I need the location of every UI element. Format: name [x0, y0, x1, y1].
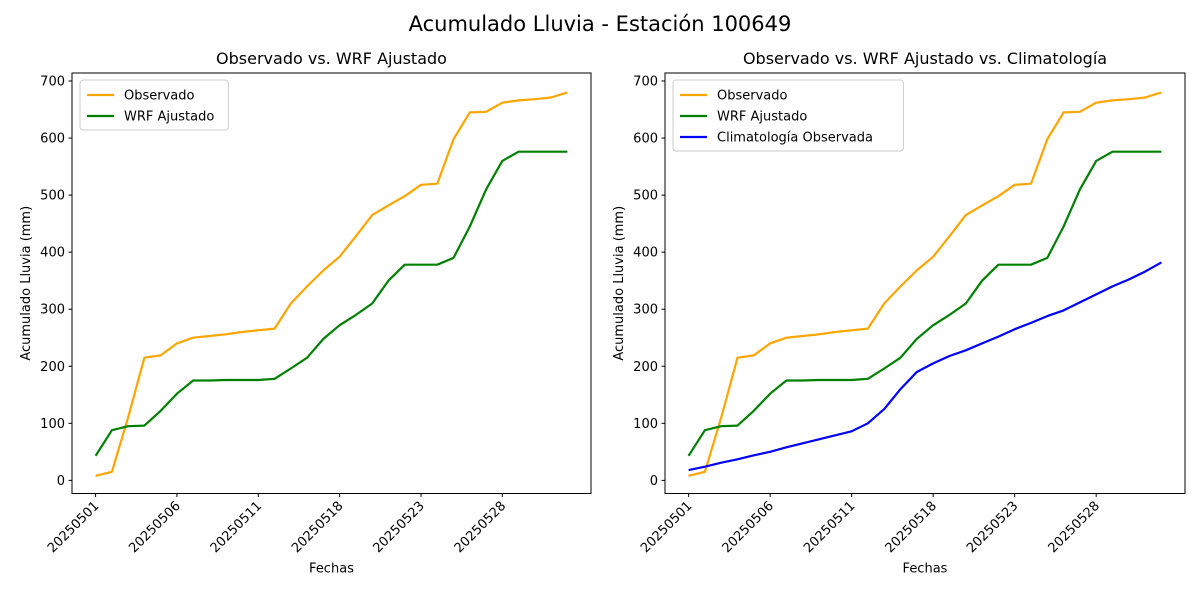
- legend: Observado WRF Ajustado Climatología Observ…: [672, 79, 904, 152]
- y-tick-label: 500: [633, 189, 658, 204]
- y-tick-label: 600: [633, 132, 658, 147]
- subplot-title: Observado vs. WRF Ajustado: [216, 49, 447, 68]
- legend-label: WRF Ajustado: [717, 110, 807, 125]
- y-tick-label: 200: [40, 360, 65, 375]
- series-line-observado: [688, 91, 1162, 477]
- y-tick-label: 700: [40, 74, 65, 89]
- x-tick-label: 20250501: [638, 499, 695, 556]
- x-tick-label: 20250511: [208, 499, 265, 556]
- legend-label: WRF Ajustado: [124, 110, 214, 125]
- x-tick-label: 20250518: [289, 499, 346, 556]
- series-line-climatolog-a-observada: [688, 261, 1162, 472]
- axes-frame: [71, 72, 592, 494]
- right-subplot: 0 100 200 300 400 500 600 700 20250501 20250506 20…: [612, 49, 1186, 577]
- x-tick-label: 20250511: [801, 499, 858, 556]
- y-axis-label: Acumulado Lluvia (mm): [612, 206, 627, 361]
- x-tick-label: 20250518: [883, 499, 940, 556]
- y-tick-label: 700: [633, 74, 658, 89]
- y-tick-label: 100: [633, 417, 658, 432]
- y-axis-label: Acumulado Lluvia (mm): [19, 206, 34, 361]
- x-tick-label: 20250506: [126, 499, 183, 556]
- legend-label: Observado: [124, 89, 195, 104]
- y-tick-label: 400: [40, 246, 65, 261]
- series-line-observado: [95, 91, 568, 477]
- y-tick-label: 600: [40, 132, 65, 147]
- y-tick-label: 300: [40, 303, 65, 318]
- x-tick-label: 20250523: [370, 499, 427, 556]
- x-tick-label: 20250501: [45, 499, 102, 556]
- y-tick-label: 400: [633, 246, 658, 261]
- x-tick-label: 20250528: [1046, 499, 1103, 556]
- y-tick-label: 0: [57, 474, 65, 489]
- y-tick-label: 100: [40, 417, 65, 432]
- series-line-wrf-ajustado: [94, 150, 568, 457]
- y-tick-label: 500: [40, 189, 65, 204]
- y-tick-label: 0: [650, 474, 658, 489]
- subplot-title: Observado vs. WRF Ajustado vs. Climatolo…: [743, 49, 1107, 68]
- series-line-wrf-ajustado: [687, 150, 1162, 457]
- x-tick-label: 20250528: [452, 499, 509, 556]
- legend-box: [672, 79, 904, 152]
- y-tick-label: 200: [633, 360, 658, 375]
- legend-box: [79, 79, 229, 131]
- legend-label: Climatología Observada: [717, 131, 873, 146]
- x-tick-label: 20250523: [964, 499, 1021, 556]
- legend: Observado WRF Ajustado: [79, 79, 229, 131]
- x-axis-label: Fechas: [309, 562, 354, 577]
- figure-suptitle: Acumulado Lluvia - Estación 100649: [408, 12, 792, 36]
- left-subplot: 0 100 200 300 400 500 600 700 20250501 20250506 20…: [19, 49, 592, 577]
- legend-label: Observado: [717, 89, 788, 104]
- x-axis-label: Fechas: [903, 562, 948, 577]
- y-tick-label: 300: [633, 303, 658, 318]
- x-tick-label: 20250506: [720, 499, 777, 556]
